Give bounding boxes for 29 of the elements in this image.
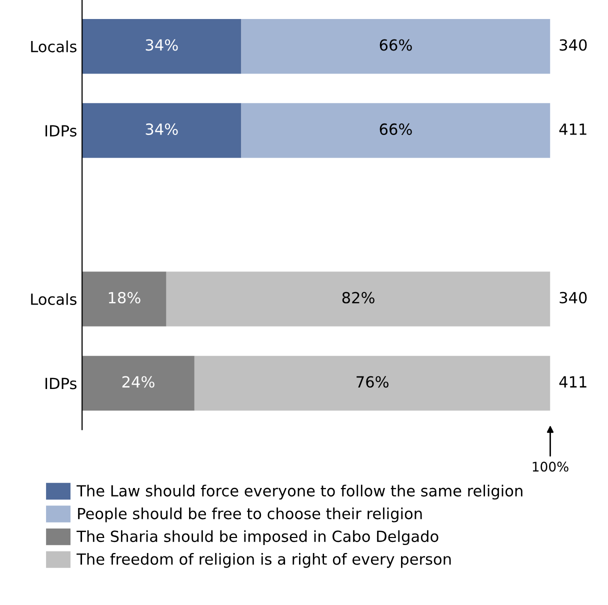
data-label: 34% <box>146 39 178 51</box>
bar <box>82 18 242 74</box>
text: 411 <box>559 124 586 135</box>
y-tick-label: IDPs <box>46 125 76 137</box>
bar <box>82 103 242 158</box>
data-label: 24% <box>122 376 154 388</box>
data-label: 76% <box>356 376 388 388</box>
bar <box>82 272 166 326</box>
legend-label: The freedom of religion is a right of every person <box>76 553 451 568</box>
data-label: 18% <box>108 292 140 304</box>
y-tick-label: Locals <box>31 40 76 52</box>
data-label: 82% <box>342 292 374 304</box>
bar <box>166 272 550 326</box>
text: 340 <box>560 292 587 304</box>
data-label: 66% <box>380 39 412 51</box>
text: 411 <box>559 376 586 388</box>
y-tick-label: IDPs <box>46 378 76 390</box>
text: 340 <box>560 39 587 51</box>
bar <box>241 103 550 158</box>
y-tick-label: Locals <box>31 293 76 306</box>
legend-label: The Law should force everyone to follow the same religion <box>76 484 522 500</box>
legend-label: The Sharia should be imposed in Cabo Delgado <box>76 530 438 546</box>
bar <box>241 18 550 74</box>
legend-label: People should be free to choose their religion <box>78 508 422 522</box>
bar <box>194 356 550 411</box>
annotation: 100% <box>532 462 568 472</box>
bar <box>82 356 194 411</box>
data-label: 34% <box>146 123 178 135</box>
data-label: 66% <box>380 123 412 135</box>
